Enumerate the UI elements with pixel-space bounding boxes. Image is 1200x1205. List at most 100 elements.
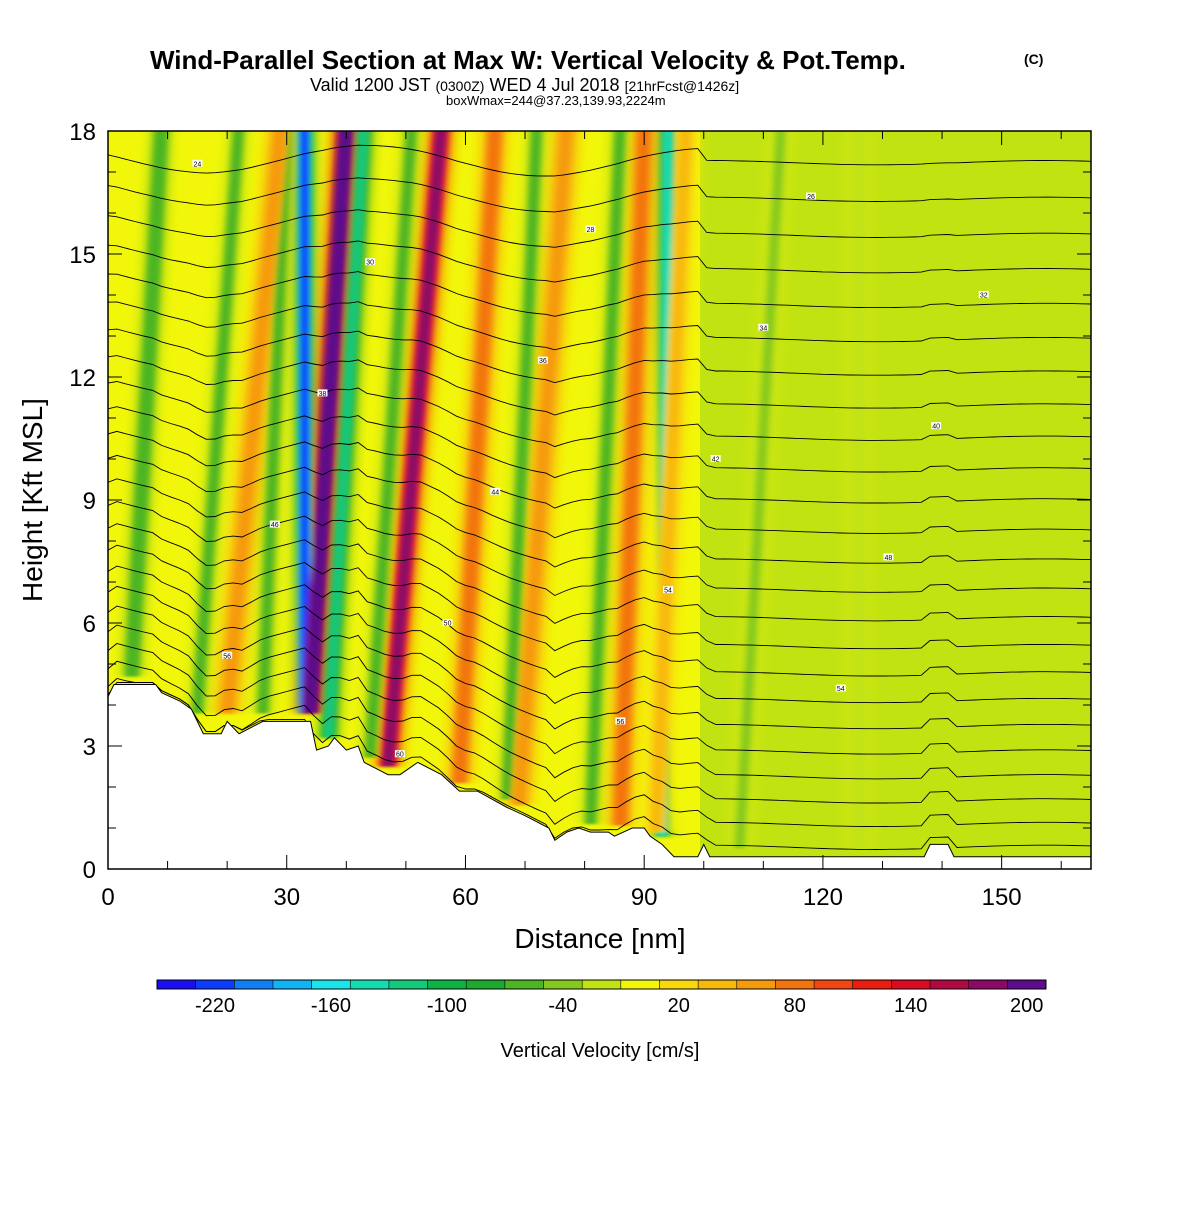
theta-label-9: 44	[490, 487, 501, 496]
theta-contour-12	[108, 454, 1091, 539]
colorbar-swatch	[311, 980, 351, 989]
colorbar	[156, 979, 1047, 990]
downdraft-band-10-level-3	[853, 131, 864, 849]
theta-contour-19	[108, 271, 1091, 317]
updraft-band-1-level-3	[304, 131, 353, 714]
theta-label-text: 34	[759, 325, 767, 332]
theta-label-text: 56	[616, 719, 624, 726]
theta-label-text: 54	[664, 588, 672, 595]
colorbar-tick-label: -40	[548, 995, 577, 1017]
theta-contour-15	[108, 381, 1091, 448]
x-tick-label: 30	[273, 884, 300, 911]
colorbar-tick-label: -160	[311, 995, 351, 1017]
theta-label-text: 60	[396, 752, 404, 759]
colorbar-swatch	[736, 980, 776, 989]
theta-contour-7	[108, 565, 1091, 678]
theta-label-5: 50	[442, 619, 453, 628]
theta-label-text: 42	[712, 457, 720, 464]
theta-contour-13	[108, 430, 1091, 509]
colorbar-swatch	[350, 980, 390, 989]
theta-label-8: 46	[269, 520, 280, 529]
theta-contour-21	[108, 209, 1091, 248]
theta-contour-6	[108, 585, 1091, 704]
updraft-band-0-level-3	[221, 131, 287, 714]
theta-contour-16	[108, 355, 1091, 416]
colorbar-swatch	[891, 980, 931, 989]
terrain	[108, 684, 1091, 869]
downdraft-band-4-level-3	[192, 131, 244, 714]
theta-contour-11	[108, 478, 1091, 568]
plot-area: 5060565456505448464442403836343230282624	[108, 131, 1091, 869]
theta-contour-14	[108, 406, 1091, 479]
subtitle-valid: Valid 1200 JST	[310, 75, 431, 95]
updraft-band-3-level-3	[453, 131, 502, 783]
colorbar-swatch	[427, 980, 467, 989]
colorbar-swatch	[466, 980, 506, 989]
colorbar-swatch	[388, 980, 429, 989]
theta-label-12: 38	[317, 389, 328, 398]
theta-label-text: 24	[193, 161, 201, 168]
theta-label-text: 30	[366, 260, 374, 267]
colorbar-swatch	[504, 980, 545, 989]
theta-label-text: 56	[223, 653, 231, 660]
theta-label-14: 34	[758, 323, 769, 332]
theta-label-text: 46	[271, 522, 279, 529]
colorbar-swatch	[234, 980, 274, 989]
colorbar-ticks: -220 -160 -100 -40 20 80 140 200	[195, 995, 1043, 1017]
theta-contour-8	[108, 544, 1091, 652]
downdraft-band-3-level-3	[127, 131, 167, 677]
updraft-band-4-level-3	[513, 131, 573, 805]
downdraft-band-6-level-3	[365, 131, 417, 758]
theta-contour-4	[108, 624, 1091, 755]
theta-contour-0	[108, 682, 1091, 850]
downdraft-band-7-level-3	[502, 131, 542, 800]
x-axis: 0 30 60 90 120 150	[101, 131, 1062, 911]
colorbar-swatch	[272, 980, 313, 989]
theta-label-text: 38	[319, 391, 327, 398]
theta-label-7: 48	[883, 553, 894, 562]
colorbar-swatch	[698, 980, 738, 989]
y-tick-label: 12	[69, 365, 96, 392]
colorbar-tick-label: 80	[784, 995, 806, 1017]
theta-label-text: 48	[885, 555, 893, 562]
downdraft-band-5-level-3	[258, 131, 292, 714]
colorbar-swatch	[195, 980, 235, 989]
title-mark: (C)	[1024, 51, 1043, 67]
downdraft-band-9-level-3	[734, 131, 786, 849]
theta-label-text: 44	[491, 489, 499, 496]
chart-title: Wind-Parallel Section at Max W: Vertical…	[150, 45, 906, 75]
y-tick-label: 9	[83, 488, 96, 515]
box-info: boxWmax=244@37.23,139.93,2224m	[446, 93, 666, 108]
theta-contour-23	[108, 144, 1091, 177]
theta-contour-22	[108, 177, 1091, 213]
y-axis-label: Height [Kft MSL]	[17, 398, 48, 602]
theta-label-17: 28	[585, 225, 596, 234]
theta-contour-20	[108, 240, 1091, 283]
colorbar-label: Vertical Velocity [cm/s]	[501, 1040, 700, 1062]
theta-label-text: 36	[539, 358, 547, 365]
colorbar-tick-label: 140	[894, 995, 927, 1017]
theta-label-text: 26	[807, 194, 815, 201]
colorbar-swatch	[852, 980, 892, 989]
colorbar-tick-label: 200	[1010, 995, 1043, 1017]
velocity-cores	[125, 131, 866, 849]
y-tick-label: 15	[69, 242, 96, 269]
subtitle-forecast: [21hrFcst@1426z]	[625, 78, 740, 94]
colorbar-swatch	[620, 980, 660, 989]
theta-label-text: 54	[837, 686, 845, 693]
x-tick-label: 120	[803, 884, 843, 911]
y-tick-label: 18	[69, 119, 96, 146]
x-tick-label: 60	[452, 884, 479, 911]
colorbar-tick-label: -220	[195, 995, 235, 1017]
theta-label-13: 36	[537, 356, 548, 365]
theta-label-text: 40	[932, 424, 940, 431]
theta-label-16: 30	[365, 258, 376, 267]
theta-label-11: 40	[931, 422, 942, 431]
colorbar-swatch	[1007, 980, 1047, 989]
theta-label-1: 60	[394, 750, 405, 759]
y-tick-label: 3	[83, 734, 96, 761]
theta-label-2: 56	[615, 717, 626, 726]
subtitle-utc: (0300Z)	[435, 78, 484, 94]
